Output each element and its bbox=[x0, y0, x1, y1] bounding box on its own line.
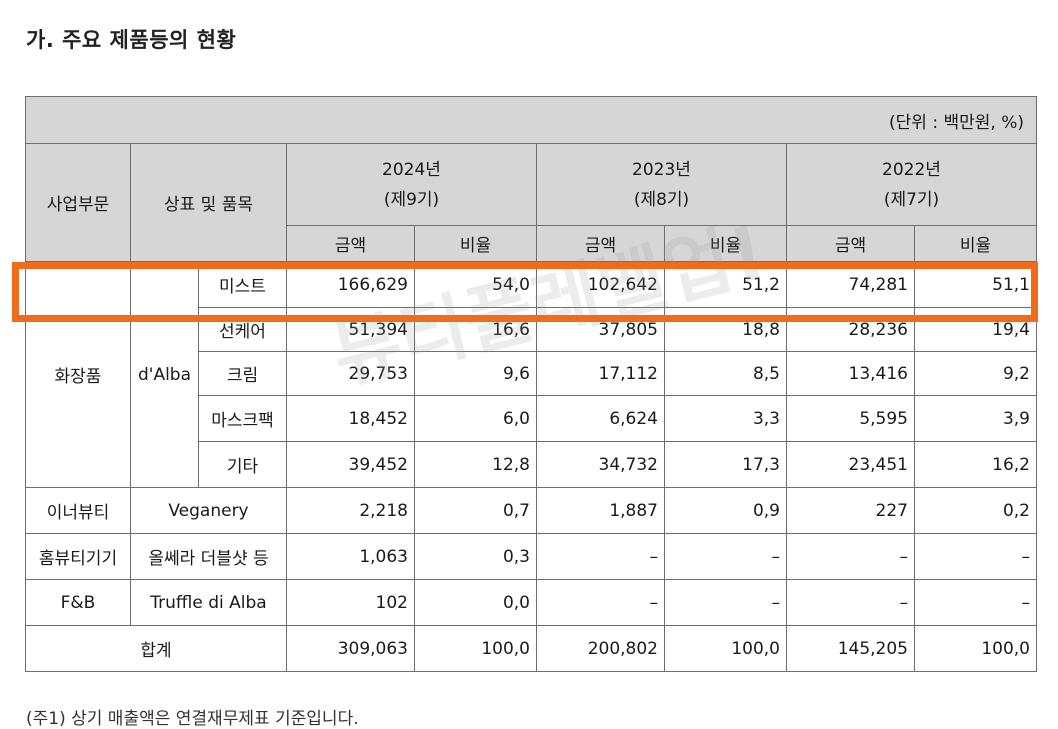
value-cell: 17,112 bbox=[536, 351, 665, 396]
year-label: 2023년 bbox=[632, 159, 691, 180]
total-label: 합계 bbox=[25, 625, 287, 672]
value-cell: 51,1 bbox=[914, 261, 1037, 308]
value-cell: 16,2 bbox=[914, 441, 1037, 488]
value-cell: 100,0 bbox=[414, 625, 537, 672]
header-year-2024: 2024년 (제9기) bbox=[286, 143, 537, 226]
product-status-table: (단위 : 백만원, %) 사업부문 상표 및 품목 2024년 (제9기) 2… bbox=[25, 96, 1037, 672]
header-ratio: 비율 bbox=[664, 225, 787, 262]
header-amount: 금액 bbox=[786, 225, 915, 262]
value-cell: 34,732 bbox=[536, 441, 665, 488]
value-cell: – bbox=[786, 579, 915, 626]
value-cell: 18,452 bbox=[286, 395, 415, 442]
value-cell: 102 bbox=[286, 579, 415, 626]
header-division: 사업부문 bbox=[25, 143, 131, 262]
value-cell: 9,2 bbox=[914, 351, 1037, 396]
value-cell: 0,7 bbox=[414, 487, 537, 534]
table-row: 마스크팩 18,452 6,0 6,624 3,3 5,595 3,9 bbox=[26, 395, 1037, 442]
division-cell: F&B bbox=[25, 579, 131, 626]
item-cell: 기타 bbox=[198, 441, 287, 488]
value-cell: 29,753 bbox=[286, 351, 415, 396]
value-cell: 3,9 bbox=[914, 395, 1037, 442]
value-cell: – bbox=[536, 533, 665, 580]
table-row: 화장품 d'Alba 미스트 166,629 54,0 102,642 51,2… bbox=[25, 261, 1037, 488]
value-cell: 16,6 bbox=[414, 307, 537, 352]
header-amount: 금액 bbox=[286, 225, 415, 262]
value-cell: 51,2 bbox=[664, 261, 787, 308]
value-cell: 0,3 bbox=[414, 533, 537, 580]
value-cell: – bbox=[664, 533, 787, 580]
value-cell: 28,236 bbox=[786, 307, 915, 352]
value-cell: 200,802 bbox=[536, 625, 665, 672]
value-cell: 100,0 bbox=[664, 625, 787, 672]
value-cell: 0,0 bbox=[414, 579, 537, 626]
value-cell: 37,805 bbox=[536, 307, 665, 352]
value-cell: 17,3 bbox=[664, 441, 787, 488]
value-cell: 23,451 bbox=[786, 441, 915, 488]
value-cell: 2,218 bbox=[286, 487, 415, 534]
value-cell: 6,0 bbox=[414, 395, 537, 442]
table-row: 기타 39,452 12,8 34,732 17,3 23,451 16,2 bbox=[26, 441, 1037, 488]
header-brand: 상표 및 품목 bbox=[130, 143, 287, 262]
value-cell: 0,9 bbox=[664, 487, 787, 534]
value-cell: 12,8 bbox=[414, 441, 537, 488]
item-cell: 선케어 bbox=[198, 307, 287, 352]
item-cell: 크림 bbox=[198, 351, 287, 396]
value-cell: 6,624 bbox=[536, 395, 665, 442]
footnote: (주1) 상기 매출액은 연결재무제표 기준입니다. bbox=[26, 709, 359, 729]
value-cell: – bbox=[664, 579, 787, 626]
total-row: 합계 309,063 100,0 200,802 100,0 145,205 1… bbox=[25, 625, 1037, 672]
value-cell: 102,642 bbox=[536, 261, 665, 308]
division-cell: 홈뷰티기기 bbox=[25, 533, 131, 580]
section-heading: 가. 주요 제품등의 현황 bbox=[26, 28, 237, 52]
item-cell: 미스트 bbox=[198, 261, 287, 308]
value-cell: – bbox=[786, 533, 915, 580]
item-cell: 마스크팩 bbox=[198, 395, 287, 442]
header-ratio: 비율 bbox=[914, 225, 1037, 262]
unit-note: (단위 : 백만원, %) bbox=[25, 96, 1037, 144]
value-cell: 51,394 bbox=[286, 307, 415, 352]
value-cell: 3,3 bbox=[664, 395, 787, 442]
value-cell: 19,4 bbox=[914, 307, 1037, 352]
year-label: 2022년 bbox=[882, 159, 941, 180]
table-row: 홈뷰티기기 올쎄라 더블샷 등 1,063 0,3 – – – – bbox=[25, 533, 1037, 580]
division-cell: 화장품 bbox=[25, 261, 131, 488]
value-cell: – bbox=[914, 533, 1037, 580]
brand-cell: 올쎄라 더블샷 등 bbox=[130, 533, 287, 580]
term-label: (제7기) bbox=[883, 189, 940, 210]
table-row: F&B Truffle di Alba 102 0,0 – – – – bbox=[25, 579, 1037, 626]
brand-cell: d'Alba bbox=[130, 261, 199, 488]
value-cell: 8,5 bbox=[664, 351, 787, 396]
brand-cell: Truffle di Alba bbox=[130, 579, 287, 626]
term-label: (제8기) bbox=[633, 189, 690, 210]
value-cell: 18,8 bbox=[664, 307, 787, 352]
value-cell: 145,205 bbox=[786, 625, 915, 672]
value-cell: 1,887 bbox=[536, 487, 665, 534]
value-cell: 166,629 bbox=[286, 261, 415, 308]
term-label: (제9기) bbox=[383, 189, 440, 210]
value-cell: 74,281 bbox=[786, 261, 915, 308]
value-cell: – bbox=[536, 579, 665, 626]
header-ratio: 비율 bbox=[414, 225, 537, 262]
header-amount: 금액 bbox=[536, 225, 665, 262]
header-year-2023: 2023년 (제8기) bbox=[536, 143, 787, 226]
table-row: 크림 29,753 9,6 17,112 8,5 13,416 9,2 bbox=[26, 351, 1037, 396]
value-cell: 1,063 bbox=[286, 533, 415, 580]
brand-cell: Veganery bbox=[130, 487, 287, 534]
value-cell: – bbox=[914, 579, 1037, 626]
value-cell: 100,0 bbox=[914, 625, 1037, 672]
header-year-2022: 2022년 (제7기) bbox=[786, 143, 1037, 226]
value-cell: 39,452 bbox=[286, 441, 415, 488]
value-cell: 227 bbox=[786, 487, 915, 534]
table-row: 선케어 51,394 16,6 37,805 18,8 28,236 19,4 bbox=[26, 307, 1037, 352]
value-cell: 309,063 bbox=[286, 625, 415, 672]
year-label: 2024년 bbox=[382, 159, 441, 180]
value-cell: 0,2 bbox=[914, 487, 1037, 534]
value-cell: 54,0 bbox=[414, 261, 537, 308]
division-cell: 이너뷰티 bbox=[25, 487, 131, 534]
value-cell: 9,6 bbox=[414, 351, 537, 396]
value-cell: 13,416 bbox=[786, 351, 915, 396]
value-cell: 5,595 bbox=[786, 395, 915, 442]
table-row: 이너뷰티 Veganery 2,218 0,7 1,887 0,9 227 0,… bbox=[25, 487, 1037, 534]
